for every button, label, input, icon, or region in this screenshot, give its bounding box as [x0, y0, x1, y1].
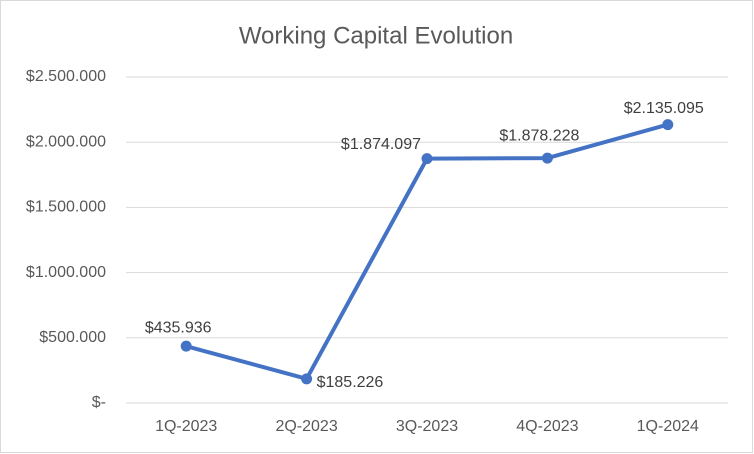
- marker: [541, 152, 553, 164]
- y-tick-label: $1.000.000: [26, 264, 106, 281]
- x-tick-label: 3Q-2023: [396, 418, 458, 435]
- value-label: $1.874.097: [341, 136, 421, 153]
- marker: [180, 340, 192, 352]
- y-tick-label: $2.500.000: [26, 68, 106, 85]
- x-tick-label: 1Q-2023: [155, 418, 217, 435]
- x-tick-label: 2Q-2023: [275, 418, 337, 435]
- marker: [301, 373, 313, 385]
- x-tick-label: 1Q-2024: [637, 418, 699, 435]
- value-label: $185.226: [317, 374, 384, 391]
- y-tick-label: $-: [92, 394, 106, 411]
- value-label: $2.135.095: [624, 100, 704, 117]
- chart-title: Working Capital Evolution: [239, 22, 513, 49]
- value-label: $435.936: [145, 319, 212, 336]
- y-tick-label: $500.000: [39, 329, 106, 346]
- marker: [662, 119, 674, 131]
- marker: [421, 153, 433, 165]
- value-label: $1.878.228: [499, 127, 579, 144]
- y-tick-label: $1.500.000: [26, 199, 106, 216]
- y-tick-label: $2.000.000: [26, 133, 106, 150]
- x-tick-label: 4Q-2023: [516, 418, 578, 435]
